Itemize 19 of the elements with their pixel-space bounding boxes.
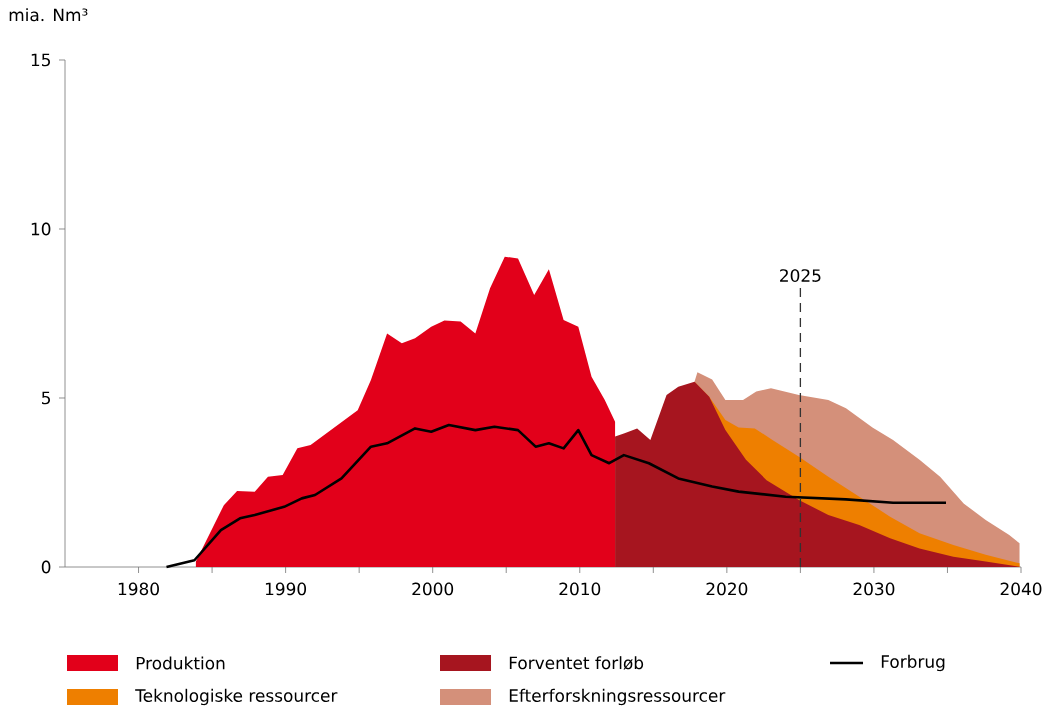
x-tick-label: 1990 [265,582,307,596]
y-tick-label: 0 [41,560,51,574]
line-series [165,423,948,569]
y-tick-label: 15 [31,53,50,67]
x-tick-label: 2000 [412,582,454,596]
legend-label: Efterforskningsressourcer [509,688,726,706]
x-tick-label: 1980 [118,582,159,596]
y-axis-title: mia. Nm³ [9,8,88,22]
x-tick-label: 2030 [853,582,895,596]
x-tick-label: 2020 [706,582,748,596]
y-tick-label: 10 [31,222,51,236]
legend-label: Forventet forløb [509,656,644,670]
y-tick-label: 5 [42,391,50,405]
x-tick-label: 2040 [1000,582,1042,596]
legend-label: Teknologiske ressourcer [135,688,338,706]
legend-label: Forbrug [881,654,945,672]
ref-line-label: 2025 [780,269,821,282]
legend-label: Produktion [136,656,225,670]
x-tick-label: 2010 [559,582,601,596]
